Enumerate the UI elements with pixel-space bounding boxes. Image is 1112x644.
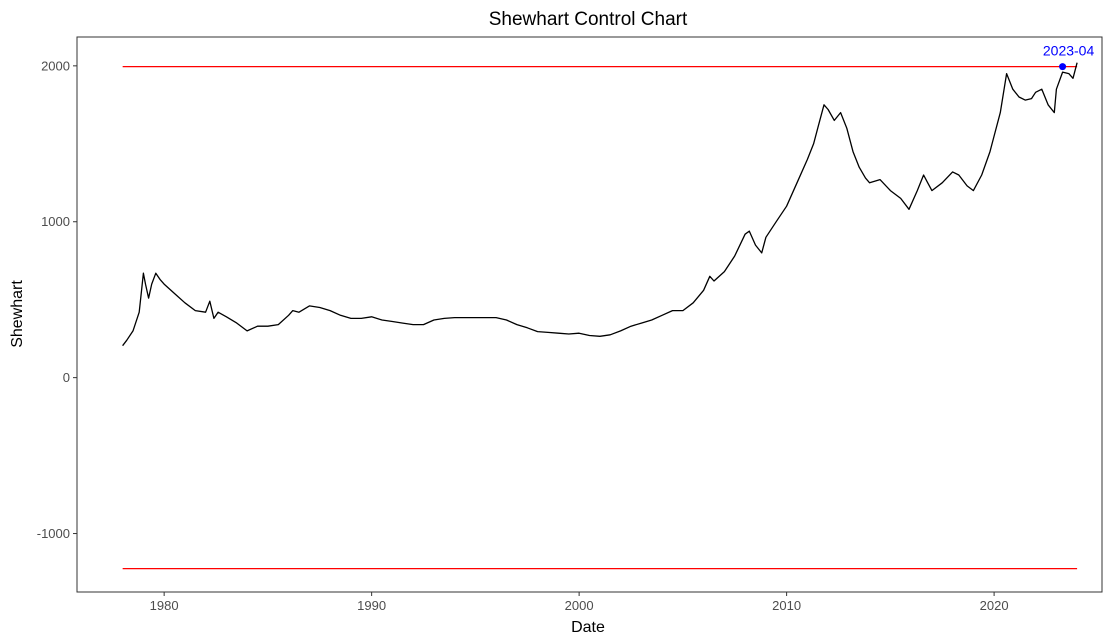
y-tick-label: 1000 xyxy=(41,214,70,229)
data-series xyxy=(122,62,1078,347)
x-tick-label: 1990 xyxy=(357,598,386,613)
y-axis: 2000 1000 0 -1000 xyxy=(37,58,77,541)
x-axis: 1980 1990 2000 2010 2020 xyxy=(150,592,1009,613)
highlight-annotation: 2023-04 xyxy=(1043,43,1095,71)
x-tick-label: 1980 xyxy=(150,598,179,613)
control-limits xyxy=(122,66,1078,570)
y-tick-label: -1000 xyxy=(37,526,70,541)
plot-frame xyxy=(76,36,1103,593)
highlight-point xyxy=(1059,63,1067,71)
highlight-label: 2023-04 xyxy=(1043,43,1095,59)
y-axis-title: Shewhart xyxy=(9,280,26,348)
x-tick-label: 2010 xyxy=(772,598,801,613)
plot-panel: 2023-04 xyxy=(76,36,1103,593)
y-tick-label: 2000 xyxy=(41,58,70,73)
series-line-0 xyxy=(122,62,1078,347)
x-tick-label: 2000 xyxy=(565,598,594,613)
y-tick-label: 0 xyxy=(63,370,70,385)
x-axis-title: Date xyxy=(571,619,605,636)
x-tick-label: 2020 xyxy=(980,598,1009,613)
chart-title: Shewhart Control Chart xyxy=(489,9,688,30)
